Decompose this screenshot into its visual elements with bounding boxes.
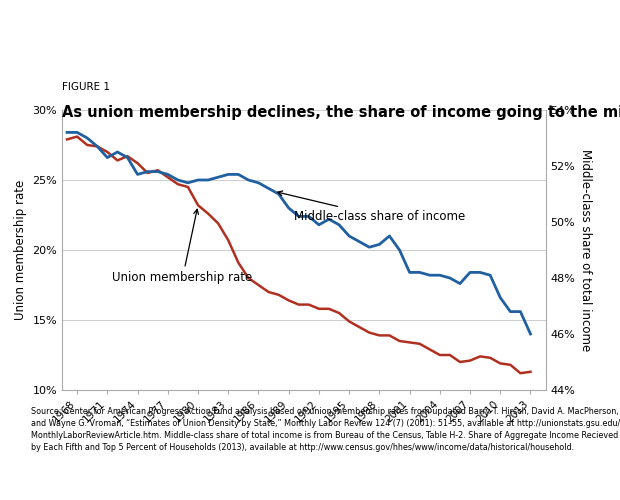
Text: FIGURE 1: FIGURE 1 — [62, 82, 110, 92]
Text: Source: Center for American Progress Action Fund analysis based on union members: Source: Center for American Progress Act… — [31, 408, 620, 452]
Text: Middle-class share of income: Middle-class share of income — [278, 191, 465, 223]
Text: Union membership rate: Union membership rate — [112, 210, 252, 284]
Text: As union membership declines, the share of income going to the middle class shri: As union membership declines, the share … — [62, 105, 620, 120]
Y-axis label: Middle-class share of total income: Middle-class share of total income — [579, 149, 592, 351]
Y-axis label: Union membership rate: Union membership rate — [14, 180, 27, 320]
